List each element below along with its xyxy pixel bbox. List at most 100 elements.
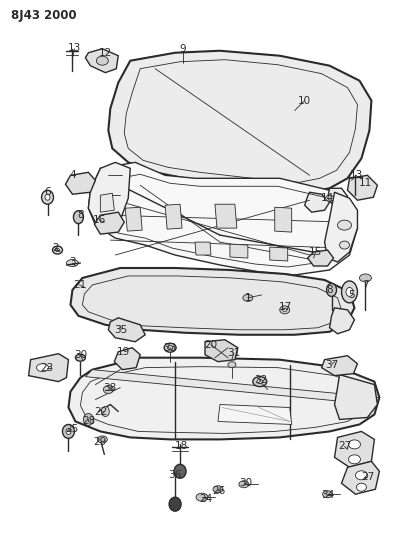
Polygon shape: [230, 244, 248, 258]
Text: 37: 37: [325, 360, 338, 370]
Ellipse shape: [346, 287, 353, 296]
Ellipse shape: [243, 294, 253, 301]
Ellipse shape: [348, 440, 360, 449]
Polygon shape: [125, 207, 142, 231]
Text: 13: 13: [350, 171, 363, 180]
Polygon shape: [195, 242, 211, 255]
Text: 25: 25: [65, 424, 78, 434]
Ellipse shape: [239, 481, 249, 488]
Ellipse shape: [55, 248, 60, 252]
Polygon shape: [108, 318, 145, 342]
Text: 27: 27: [361, 472, 374, 482]
Text: 22: 22: [95, 408, 108, 417]
Ellipse shape: [283, 309, 287, 311]
Ellipse shape: [323, 491, 333, 498]
Text: 17: 17: [279, 302, 292, 312]
Text: 21: 21: [73, 280, 86, 290]
Ellipse shape: [356, 483, 367, 491]
Text: 30: 30: [74, 350, 87, 360]
Text: 33: 33: [164, 343, 177, 353]
Ellipse shape: [62, 424, 75, 439]
Text: 19: 19: [117, 346, 130, 357]
Text: 10: 10: [298, 95, 311, 106]
Text: 9: 9: [180, 44, 186, 54]
Polygon shape: [68, 358, 379, 439]
Text: 11: 11: [359, 178, 372, 188]
Text: 5: 5: [348, 290, 355, 300]
Ellipse shape: [97, 436, 107, 443]
Polygon shape: [88, 163, 130, 228]
Polygon shape: [70, 268, 354, 335]
Polygon shape: [335, 375, 377, 419]
Ellipse shape: [45, 194, 50, 200]
Ellipse shape: [257, 379, 263, 384]
Text: 30: 30: [239, 478, 252, 488]
Ellipse shape: [326, 284, 337, 296]
Text: 29: 29: [94, 438, 107, 447]
Text: 8: 8: [326, 285, 333, 295]
Text: 20: 20: [205, 340, 217, 350]
Ellipse shape: [73, 211, 83, 224]
Ellipse shape: [66, 429, 71, 434]
Ellipse shape: [337, 220, 352, 230]
Ellipse shape: [341, 281, 358, 303]
Ellipse shape: [66, 260, 79, 266]
Text: 23: 23: [40, 362, 53, 373]
Text: 15: 15: [309, 247, 322, 257]
Ellipse shape: [356, 471, 367, 480]
Text: 28: 28: [82, 416, 95, 426]
Polygon shape: [305, 192, 330, 212]
Ellipse shape: [75, 354, 85, 361]
Ellipse shape: [168, 346, 173, 350]
Polygon shape: [328, 188, 347, 205]
Text: 35: 35: [115, 325, 128, 335]
Text: 13: 13: [68, 43, 81, 53]
Polygon shape: [347, 175, 377, 200]
Text: 6: 6: [44, 187, 51, 197]
Ellipse shape: [280, 306, 290, 314]
Polygon shape: [85, 370, 379, 405]
Polygon shape: [114, 348, 140, 370]
Text: 1: 1: [245, 293, 251, 303]
Text: 7: 7: [362, 280, 369, 290]
Polygon shape: [322, 356, 358, 376]
Text: 18: 18: [175, 441, 188, 451]
Ellipse shape: [213, 486, 223, 492]
Ellipse shape: [196, 493, 208, 501]
Text: 3: 3: [69, 257, 76, 267]
Text: 34: 34: [321, 490, 334, 500]
Ellipse shape: [101, 407, 109, 416]
Ellipse shape: [339, 241, 350, 249]
Text: 2: 2: [52, 243, 59, 253]
Polygon shape: [66, 172, 95, 194]
Polygon shape: [100, 193, 114, 212]
Ellipse shape: [164, 343, 176, 352]
Text: 4: 4: [69, 171, 76, 180]
Polygon shape: [165, 204, 182, 229]
Ellipse shape: [83, 414, 94, 425]
Polygon shape: [29, 354, 68, 382]
Ellipse shape: [253, 377, 267, 386]
Text: 16: 16: [93, 215, 106, 225]
Polygon shape: [341, 462, 379, 494]
Text: 8: 8: [77, 210, 84, 220]
Polygon shape: [218, 405, 292, 424]
Ellipse shape: [348, 455, 360, 464]
Text: 27: 27: [338, 441, 351, 451]
Ellipse shape: [96, 56, 108, 65]
Ellipse shape: [169, 497, 181, 511]
Ellipse shape: [174, 464, 186, 478]
Text: 36: 36: [168, 470, 182, 480]
Text: 14: 14: [321, 193, 334, 203]
Text: 32: 32: [254, 375, 267, 385]
Polygon shape: [330, 308, 354, 334]
Ellipse shape: [53, 246, 62, 254]
Polygon shape: [94, 212, 124, 234]
Ellipse shape: [326, 195, 334, 201]
Polygon shape: [85, 49, 118, 72]
Ellipse shape: [360, 274, 371, 282]
Polygon shape: [205, 340, 238, 362]
Polygon shape: [270, 247, 288, 261]
Text: 12: 12: [99, 48, 112, 58]
Polygon shape: [88, 163, 358, 275]
